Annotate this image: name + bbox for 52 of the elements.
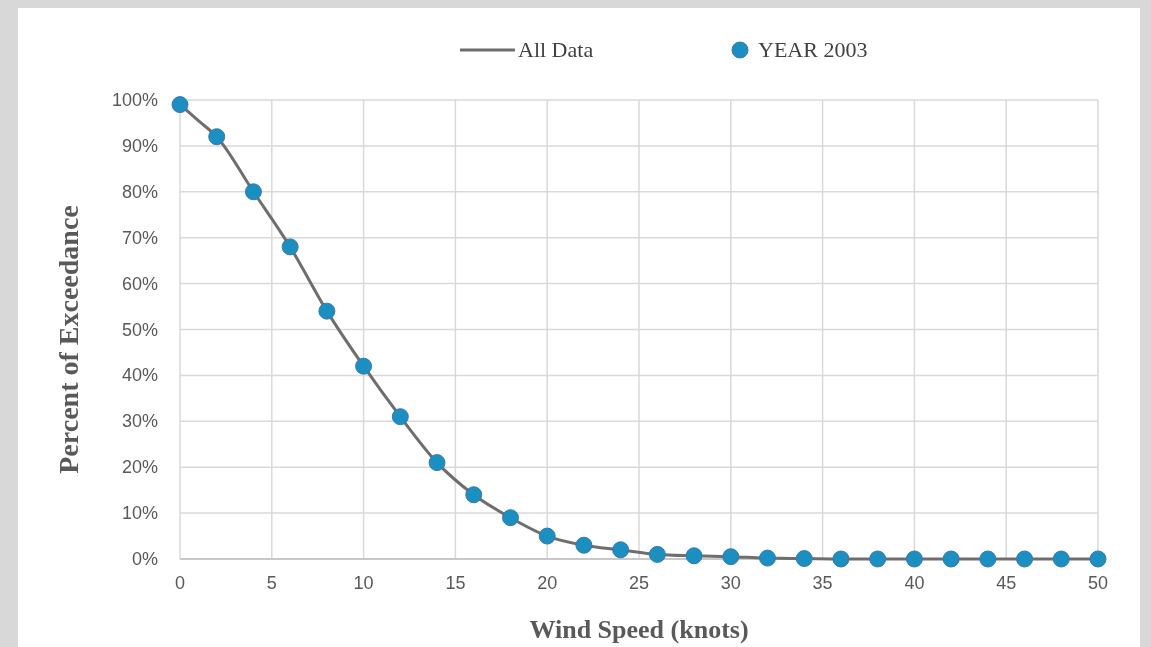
point — [355, 357, 373, 375]
x-tick-label: 35 — [812, 573, 833, 593]
point — [538, 527, 556, 545]
x-tick-label: 5 — [266, 573, 277, 593]
y-tick-label: 90% — [121, 135, 158, 156]
y-tick-label: 10% — [121, 503, 158, 524]
point — [759, 549, 777, 567]
point — [1016, 550, 1034, 568]
point — [685, 547, 703, 565]
point — [648, 545, 666, 563]
x-tick-label: 50 — [1087, 573, 1109, 593]
x-tick-label: 25 — [628, 573, 650, 593]
y-tick-label: 0% — [131, 549, 158, 569]
x-tick-label: 15 — [445, 573, 466, 593]
y-tick-label: 40% — [121, 365, 158, 386]
y-tick-label: 20% — [121, 457, 158, 478]
point — [575, 536, 593, 554]
point — [1089, 550, 1107, 568]
y-axis-title: Percent of Exceedance — [53, 205, 84, 474]
point — [795, 550, 813, 568]
point — [612, 541, 630, 559]
point — [318, 302, 336, 320]
point — [428, 454, 446, 472]
point — [208, 128, 226, 146]
point — [171, 96, 189, 114]
x-tick-label: 0 — [174, 573, 186, 593]
point — [1052, 550, 1070, 568]
point — [869, 550, 887, 568]
point — [979, 550, 997, 568]
point — [244, 183, 262, 201]
point — [281, 238, 299, 256]
point — [501, 509, 519, 527]
legend-label: YEAR 2003 — [758, 37, 868, 62]
x-tick-label: 45 — [996, 573, 1017, 593]
point — [832, 550, 850, 568]
x-tick-label: 20 — [537, 573, 558, 593]
x-axis-title: Wind Speed (knots) — [529, 615, 749, 644]
x-tick-label: 10 — [353, 573, 374, 593]
point — [942, 550, 960, 568]
y-tick-label: 30% — [121, 411, 158, 432]
y-tick-label: 100% — [111, 90, 158, 110]
point — [905, 550, 923, 568]
legend-label: All Data — [518, 37, 594, 62]
y-tick-label: 50% — [121, 319, 158, 340]
point — [465, 486, 483, 504]
y-tick-label: 80% — [121, 181, 158, 202]
point — [391, 408, 409, 426]
y-tick-label: 70% — [121, 227, 158, 248]
x-tick-label: 30 — [720, 573, 741, 593]
x-tick-label: 40 — [904, 573, 925, 593]
y-tick-label: 60% — [121, 273, 158, 294]
point — [722, 548, 740, 566]
